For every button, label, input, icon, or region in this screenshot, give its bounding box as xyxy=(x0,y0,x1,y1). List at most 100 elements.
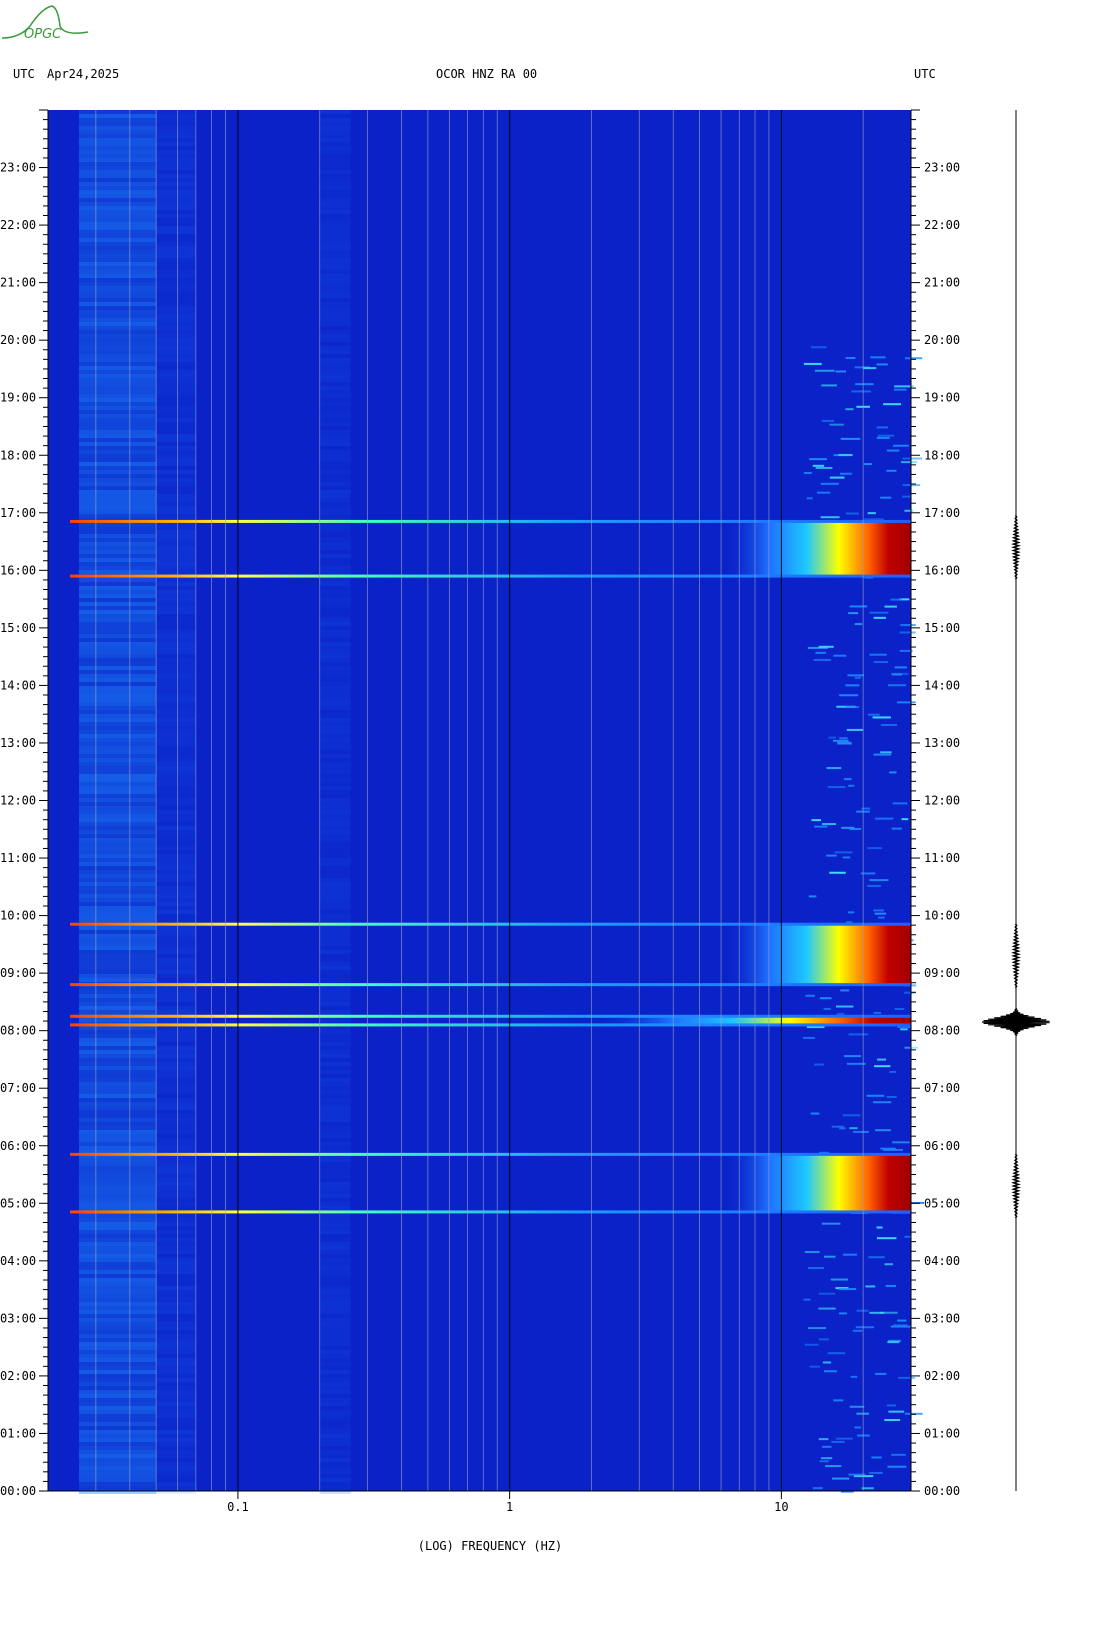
noise-speckle xyxy=(845,921,853,924)
noise-strip xyxy=(78,418,157,422)
noise-strip xyxy=(78,1006,157,1010)
noise-strip xyxy=(78,750,157,754)
noise-strip xyxy=(78,642,157,646)
noise-speckle xyxy=(839,1127,846,1130)
noise-strip xyxy=(156,798,196,802)
noise-strip xyxy=(78,1286,157,1290)
noise-strip xyxy=(319,374,351,378)
right-time-label: 23:00 xyxy=(924,161,960,175)
noise-strip xyxy=(156,554,196,558)
noise-strip xyxy=(156,1082,196,1086)
noise-strip xyxy=(156,194,196,198)
noise-strip xyxy=(78,390,157,394)
noise-strip xyxy=(156,1390,196,1394)
noise-strip xyxy=(156,842,196,846)
noise-strip xyxy=(156,430,196,434)
noise-strip xyxy=(319,1490,351,1494)
noise-strip xyxy=(78,1190,157,1194)
noise-strip xyxy=(319,734,351,738)
noise-strip xyxy=(319,422,351,426)
noise-strip xyxy=(156,322,196,326)
noise-strip xyxy=(319,218,351,222)
noise-strip xyxy=(78,842,157,846)
seismogram-burst xyxy=(1011,514,1021,580)
noise-strip xyxy=(156,410,196,414)
noise-strip xyxy=(319,798,351,802)
noise-strip xyxy=(319,1170,351,1174)
noise-speckle xyxy=(890,598,902,601)
noise-speckle xyxy=(904,509,914,512)
noise-speckle xyxy=(839,694,859,697)
noise-strip xyxy=(156,1190,196,1194)
noise-strip xyxy=(78,678,157,682)
noise-strip xyxy=(78,342,157,346)
noise-strip xyxy=(319,546,351,550)
noise-strip xyxy=(78,458,157,462)
noise-strip xyxy=(78,310,157,314)
noise-speckle xyxy=(822,1361,832,1364)
noise-strip xyxy=(78,662,157,666)
noise-strip xyxy=(319,226,351,230)
noise-strip xyxy=(156,1226,196,1230)
noise-strip xyxy=(319,1374,351,1378)
noise-strip xyxy=(78,914,157,918)
noise-strip xyxy=(78,894,157,898)
noise-strip xyxy=(78,466,157,470)
noise-speckle xyxy=(876,363,888,366)
noise-strip xyxy=(78,654,157,658)
noise-strip xyxy=(156,926,196,930)
noise-strip xyxy=(78,934,157,938)
noise-strip xyxy=(78,1230,157,1234)
noise-strip xyxy=(319,1310,351,1314)
noise-strip xyxy=(78,1222,157,1226)
noise-strip xyxy=(156,1086,196,1090)
noise-strip xyxy=(319,882,351,886)
noise-strip xyxy=(78,618,157,622)
noise-strip xyxy=(156,622,196,626)
left-time-label: 06:00 xyxy=(0,1139,36,1153)
noise-strip xyxy=(156,154,196,158)
noise-strip xyxy=(78,1126,157,1130)
noise-strip xyxy=(319,846,351,850)
noise-strip xyxy=(156,634,196,638)
noise-strip xyxy=(319,1218,351,1222)
noise-strip xyxy=(319,490,351,494)
noise-strip xyxy=(156,526,196,530)
noise-strip xyxy=(78,610,157,614)
noise-speckle xyxy=(874,912,887,915)
noise-strip xyxy=(78,1146,157,1150)
noise-strip xyxy=(319,1234,351,1238)
noise-speckle xyxy=(803,1298,811,1301)
noise-strip xyxy=(319,526,351,530)
noise-strip xyxy=(78,442,157,446)
noise-strip xyxy=(319,1330,351,1334)
noise-strip xyxy=(78,874,157,878)
noise-strip xyxy=(78,1186,157,1190)
noise-strip xyxy=(156,906,196,910)
noise-speckle xyxy=(894,385,914,388)
noise-strip xyxy=(78,266,157,270)
noise-strip xyxy=(78,658,157,662)
noise-speckle xyxy=(854,676,861,679)
noise-strip xyxy=(319,646,351,650)
left-time-label: 16:00 xyxy=(0,563,36,577)
noise-strip xyxy=(78,590,157,594)
noise-strip xyxy=(156,938,196,942)
noise-strip xyxy=(319,1258,351,1262)
noise-strip xyxy=(319,334,351,338)
noise-strip xyxy=(319,462,351,466)
noise-strip xyxy=(319,266,351,270)
noise-strip xyxy=(78,1446,157,1450)
noise-strip xyxy=(78,294,157,298)
noise-strip xyxy=(78,494,157,498)
noise-strip xyxy=(319,890,351,894)
noise-strip xyxy=(319,578,351,582)
noise-strip xyxy=(156,1018,196,1022)
noise-strip xyxy=(78,1154,157,1158)
noise-strip xyxy=(319,306,351,310)
noise-strip xyxy=(78,770,157,774)
noise-strip xyxy=(319,286,351,290)
noise-strip xyxy=(319,1086,351,1090)
noise-speckle xyxy=(829,423,844,426)
noise-strip xyxy=(78,474,157,478)
